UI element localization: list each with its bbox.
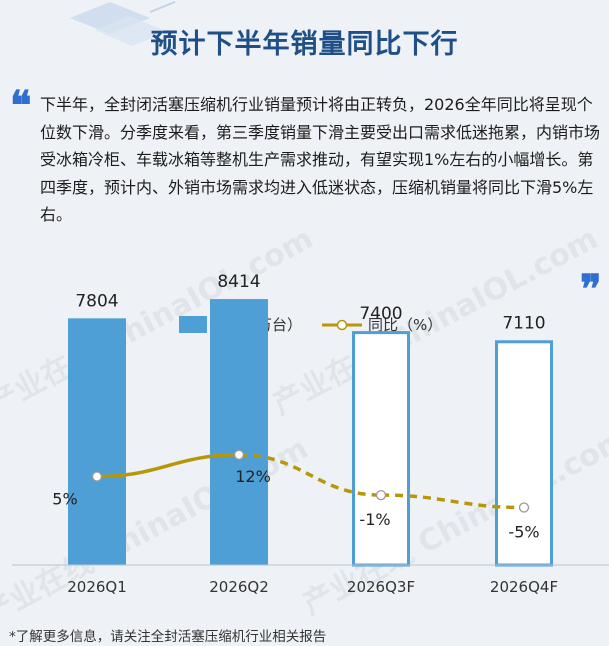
yoy-value-label: 12%	[235, 467, 271, 486]
close-quote-icon: ❞	[580, 266, 602, 313]
yoy-line-actual	[96, 453, 240, 479]
bar-value-label: 7400	[359, 304, 402, 324]
page-title: 预计下半年销量同比下行	[150, 29, 459, 60]
footnote: *了解更多信息，请关注全封活塞压缩机行业相关报告	[9, 629, 327, 645]
legend-bar-swatch	[179, 316, 207, 333]
bar-value-label: 8414	[217, 272, 260, 292]
bar-value-label: 7110	[502, 313, 545, 333]
yoy-line-forecast	[380, 493, 525, 510]
yoy-point	[375, 489, 387, 501]
bars-group: 7804 8414 7400 7110	[68, 272, 553, 567]
yoy-point	[518, 502, 530, 513]
yoy-line-group: 5% 12% -1% -5%	[52, 449, 540, 542]
x-tick-label: 2026Q1	[67, 578, 127, 596]
yoy-point	[91, 471, 103, 482]
legend-line-marker	[336, 319, 348, 331]
x-tick-label: 2026Q2	[209, 578, 269, 596]
yoy-value-label: -5%	[508, 523, 539, 542]
open-quote-icon: ❝	[10, 82, 32, 129]
x-axis: 2026Q1 2026Q2 2026Q3F 2026Q4F	[12, 564, 609, 596]
bar	[495, 340, 553, 567]
yoy-line-forecast	[238, 453, 382, 497]
x-tick-label: 2026Q4F	[490, 578, 558, 596]
bar	[210, 299, 268, 565]
bar	[68, 318, 126, 565]
yoy-value-label: -1%	[359, 510, 390, 529]
header-decoration	[70, 1, 176, 46]
x-tick-label: 2026Q3F	[347, 578, 415, 596]
watermark-text: 产业在线 ChinaIOL.com	[297, 421, 609, 622]
summary-paragraph: 下半年，全封闭活塞压缩机行业销量预计将由正转负，2026全年同比将呈现个位数下滑…	[40, 95, 601, 224]
bar-value-label: 7804	[75, 291, 118, 311]
yoy-point	[233, 449, 245, 460]
legend-line-label: 同比（%）	[368, 316, 442, 334]
bar	[352, 331, 410, 567]
yoy-value-label: 5%	[52, 490, 77, 509]
